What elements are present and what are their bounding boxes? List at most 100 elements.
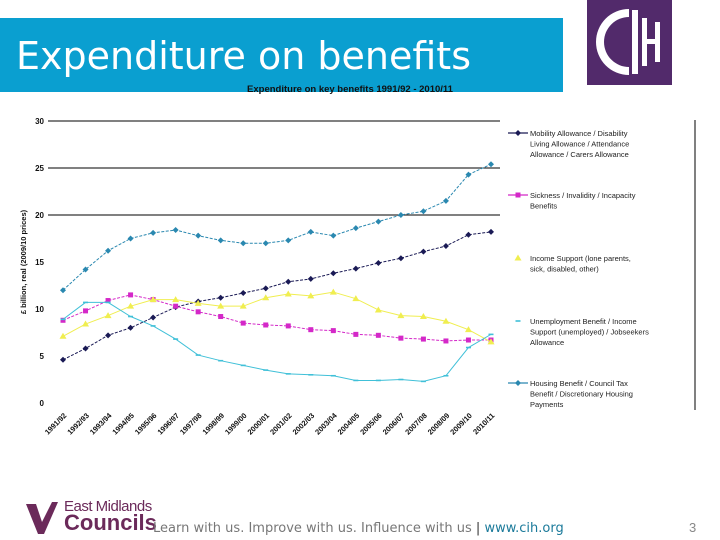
footer-tagline: Learn with us. Improve with us. Influenc… (153, 521, 564, 536)
data-point (150, 229, 157, 236)
y-tick-label: 20 (35, 211, 44, 220)
data-point (239, 302, 247, 309)
legend-marker-icon (515, 130, 521, 136)
data-point (443, 374, 449, 377)
data-point (60, 317, 66, 323)
legend-marker-icon (515, 380, 521, 386)
legend-marker-icon (515, 192, 521, 198)
legend-label: Mobility Allowance / Disability Living Al… (530, 129, 629, 159)
data-point (82, 320, 90, 327)
legend-item: Housing Benefit / Council Tax Benefit / D… (508, 379, 633, 409)
legend-marker-icon (515, 320, 521, 322)
data-point (352, 295, 360, 302)
data-point (442, 243, 449, 250)
series-3 (60, 301, 494, 383)
data-point (488, 333, 494, 336)
data-point (105, 332, 112, 339)
cih-logo-mark-icon (596, 9, 660, 75)
x-tick-label: 2003/04 (313, 410, 339, 436)
legend-label: Income Support (lone parents, sick, disab… (530, 254, 631, 274)
x-tick-label: 2004/05 (336, 411, 362, 437)
data-point (375, 332, 381, 338)
data-point (352, 225, 359, 232)
x-tick-label: 2002/03 (291, 411, 317, 437)
data-point (397, 212, 404, 218)
data-point (420, 208, 427, 215)
legend-item: Sickness / Invalidity / Incapacity Benefi… (508, 191, 636, 211)
legend-item: Unemployment Benefit / Income Support (un… (515, 317, 649, 347)
data-point (487, 338, 495, 345)
org-line2: Councils (64, 510, 157, 535)
legend-item: Mobility Allowance / Disability Living Al… (508, 129, 629, 159)
legend-label: Housing Benefit / Council Tax Benefit / D… (530, 379, 633, 409)
series-line (62, 301, 492, 382)
x-tick-label: 1994/95 (110, 411, 136, 437)
data-point (195, 309, 201, 315)
series-line (62, 163, 492, 291)
data-point (442, 317, 450, 324)
series-2 (59, 288, 495, 345)
data-point (375, 259, 382, 266)
data-point (82, 266, 89, 273)
data-point (375, 379, 381, 382)
x-tick-label: 1995/96 (133, 411, 159, 437)
x-tick-label: 2009/10 (448, 411, 474, 437)
data-point (240, 290, 247, 297)
org-line1: East Midlands (64, 498, 152, 515)
x-tick-label: 1993/94 (88, 410, 114, 436)
data-point (217, 302, 225, 309)
data-point (240, 240, 247, 247)
x-tick-label: 2001/02 (268, 411, 294, 437)
chart-title: Expenditure on key benefits 1991/92 - 20… (247, 84, 454, 95)
legend-label: Unemployment Benefit / Income Support (un… (530, 317, 649, 347)
data-point (83, 301, 89, 304)
data-point (488, 228, 494, 235)
data-point (375, 218, 382, 225)
cih-logo (587, 0, 672, 85)
data-point (60, 318, 66, 321)
data-point (127, 302, 135, 309)
data-point (60, 287, 66, 294)
title-banner: Expenditure on benefits (0, 18, 563, 92)
data-point (240, 320, 246, 326)
data-point (352, 265, 359, 272)
slide-title: Expenditure on benefits (16, 34, 471, 78)
series-line (62, 291, 492, 343)
data-point (398, 335, 404, 341)
data-point (330, 374, 336, 377)
data-point (194, 299, 202, 306)
separator: | (475, 521, 481, 536)
data-point (443, 338, 449, 344)
y-tick-label: 30 (35, 117, 44, 126)
data-point (353, 331, 359, 337)
data-point (262, 294, 270, 301)
data-point (127, 235, 134, 242)
data-point (173, 303, 179, 309)
data-point (172, 296, 180, 303)
data-point (150, 314, 157, 321)
data-point (464, 326, 472, 333)
y-tick-label: 15 (35, 258, 44, 267)
series-line (62, 231, 492, 361)
website-link[interactable]: www.cih.org (484, 521, 564, 536)
data-point (374, 306, 382, 313)
data-point (218, 314, 224, 320)
data-point (263, 322, 269, 328)
data-point (262, 285, 269, 292)
data-point (329, 288, 337, 295)
data-point (285, 237, 292, 244)
data-point (173, 338, 179, 340)
x-tick-label: 1991/92 (43, 411, 69, 437)
data-point (60, 356, 66, 363)
data-point (172, 227, 179, 234)
data-point (59, 332, 67, 339)
data-point (330, 328, 336, 334)
data-point (420, 248, 427, 255)
check-mark-logo-icon (26, 502, 58, 534)
data-point (330, 270, 337, 277)
data-point (105, 298, 111, 304)
data-point (105, 301, 111, 304)
x-tick-label: 1998/99 (201, 411, 227, 437)
data-point (420, 336, 426, 342)
legend-label: Sickness / Invalidity / Incapacity Benefi… (530, 191, 636, 211)
